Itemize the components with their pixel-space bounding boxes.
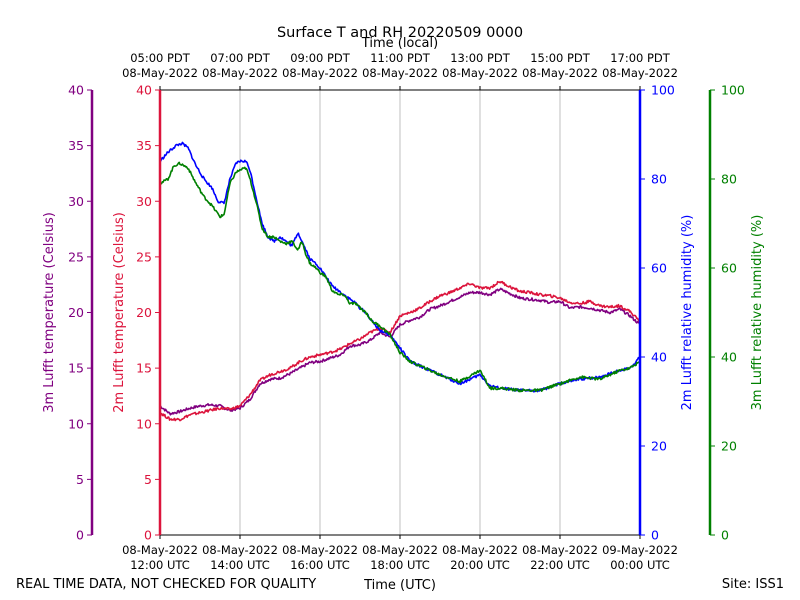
t2m-tick-label: 15	[136, 361, 152, 376]
top-tick-label-date: 08-May-2022	[202, 66, 278, 80]
x-tick-label-time: 20:00 UTC	[450, 558, 510, 572]
t2m-tick-label: 20	[136, 305, 152, 320]
chart-title: Surface T and RH 20220509 0000	[277, 25, 523, 41]
rh3m-tick-label: 40	[721, 350, 737, 365]
top-tick-label-time: 11:00 PDT	[370, 51, 431, 65]
rh2m-tick-label: 60	[651, 261, 667, 276]
top-tick-label-time: 05:00 PDT	[130, 51, 191, 65]
rh3m-tick-label: 20	[721, 439, 737, 454]
top-tick-label-time: 15:00 PDT	[530, 51, 591, 65]
x-tick-label-date: 08-May-2022	[442, 543, 518, 557]
top-tick-label-date: 08-May-2022	[282, 66, 358, 80]
top-axis-label: Time (local)	[361, 36, 438, 51]
series-rh2m	[159, 141, 641, 393]
quality-disclaimer: REAL TIME DATA, NOT CHECKED FOR QUALITY	[16, 577, 316, 592]
top-tick-label-date: 08-May-2022	[362, 66, 438, 80]
series-rh3m	[159, 161, 641, 393]
t2m-tick-label: 30	[136, 194, 152, 209]
rh2m-tick-label: 20	[651, 439, 667, 454]
top-tick-label-date: 08-May-2022	[602, 66, 678, 80]
x-tick-label-date: 08-May-2022	[122, 543, 198, 557]
x-tick-label-time: 18:00 UTC	[370, 558, 430, 572]
t2m-tick-label: 40	[136, 83, 152, 98]
x-tick-label-time: 00:00 UTC	[610, 558, 670, 572]
t3m-axis-label: 3m Lufft temperature (Celsius)	[42, 212, 57, 413]
t3m-tick-label: 25	[68, 249, 84, 264]
rh3m-tick-label: 80	[721, 172, 737, 187]
t3m-tick-label: 0	[76, 528, 84, 543]
t2m-tick-label: 35	[136, 138, 152, 153]
t2m-tick-label: 25	[136, 249, 152, 264]
series-group	[159, 141, 641, 422]
rh2m-tick-label: 40	[651, 350, 667, 365]
t3m-tick-label: 10	[68, 416, 84, 431]
x-tick-label-date: 08-May-2022	[202, 543, 278, 557]
x-tick-label-date: 08-May-2022	[362, 543, 438, 557]
series-t2m	[159, 280, 641, 422]
rh3m-tick-label: 100	[721, 83, 745, 98]
rh3m-tick-label: 0	[721, 528, 729, 543]
t3m-tick-label: 15	[68, 361, 84, 376]
rh2m-tick-label: 0	[651, 528, 659, 543]
rh2m-tick-label: 80	[651, 172, 667, 187]
top-tick-label-time: 09:00 PDT	[290, 51, 351, 65]
t2m-tick-label: 0	[144, 528, 152, 543]
x-tick-label-date: 09-May-2022	[602, 543, 678, 557]
site-label: Site: ISS1	[722, 577, 784, 592]
top-tick-label-date: 08-May-2022	[122, 66, 198, 80]
t2m-tick-label: 10	[136, 416, 152, 431]
x-tick-label-time: 14:00 UTC	[210, 558, 270, 572]
top-tick-label-time: 13:00 PDT	[450, 51, 511, 65]
grid	[239, 90, 561, 535]
top-tick-label-date: 08-May-2022	[522, 66, 598, 80]
x-tick-label-date: 08-May-2022	[522, 543, 598, 557]
x-tick-label-time: 16:00 UTC	[290, 558, 350, 572]
t2m-axis-label: 2m Lufft temperature (Celsius)	[112, 212, 127, 413]
t3m-tick-label: 40	[68, 83, 84, 98]
t3m-tick-label: 20	[68, 305, 84, 320]
top-tick-label-time: 17:00 PDT	[610, 51, 671, 65]
x-tick-label-time: 12:00 UTC	[130, 558, 190, 572]
rh2m-tick-label: 100	[651, 83, 675, 98]
rh3m-tick-label: 60	[721, 261, 737, 276]
series-t3m	[159, 287, 641, 416]
t3m-tick-label: 35	[68, 138, 84, 153]
rh3m-axis-label: 3m Lufft relative humidity (%)	[750, 215, 765, 411]
top-tick-label-time: 07:00 PDT	[210, 51, 271, 65]
bottom-axis-label: Time (UTC)	[363, 578, 436, 593]
x-tick-label-date: 08-May-2022	[282, 543, 358, 557]
x-tick-label-time: 22:00 UTC	[530, 558, 590, 572]
top-tick-label-date: 08-May-2022	[442, 66, 518, 80]
t3m-tick-label: 5	[76, 472, 84, 487]
rh2m-axis-label: 2m Lufft relative humidity (%)	[680, 215, 695, 411]
t2m-tick-label: 5	[144, 472, 152, 487]
t3m-tick-label: 30	[68, 194, 84, 209]
